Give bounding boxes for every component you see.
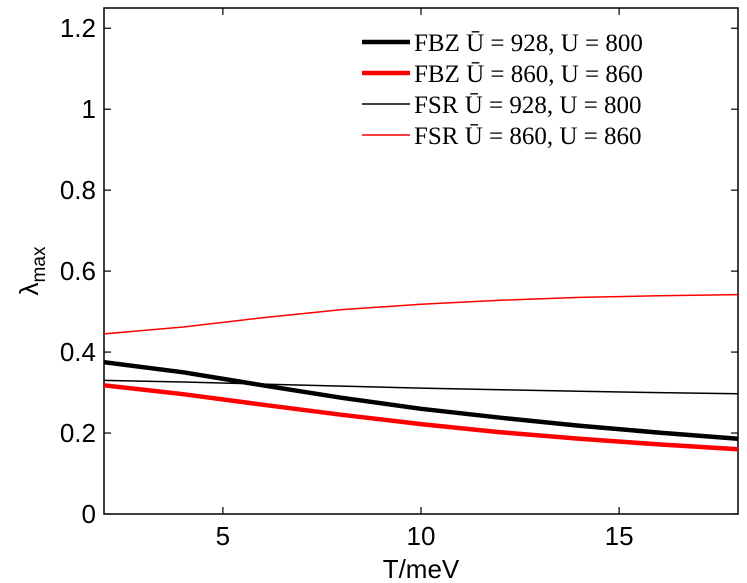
legend-label-3: FSR Ū = 928, U = 800 [414,92,642,119]
x-tick-label: 15 [605,521,634,551]
y-tick-label: 0.4 [60,337,96,367]
legend-label-1: FBZ Ū = 928, U = 800 [414,30,643,57]
series-layer [103,293,739,452]
legend: FBZ Ū = 928, U = 800 FBZ Ū = 860, U = 860… [362,30,643,150]
series-line-2 [103,383,739,452]
x-tick-labels: 5 10 15 [216,521,634,551]
series-line-3 [103,379,739,395]
y-tick-label: 1.2 [60,13,96,43]
y-tick-label: 0.6 [60,256,96,286]
x-tick-label: 10 [407,521,436,551]
x-tick-label: 5 [216,521,230,551]
x-axis-label: T/meV [383,554,460,583]
y-tick-label: 0 [82,499,96,529]
series-line-1 [103,359,739,441]
ticks-layer [104,8,738,515]
legend-label-4: FSR Ū = 860, U = 860 [414,123,642,150]
series-line-4 [103,293,739,335]
y-tick-label: 1 [82,94,96,124]
y-axis-label-main: λ [14,282,44,295]
y-tick-label: 0.2 [60,418,96,448]
legend-label-2: FBZ Ū = 860, U = 860 [414,61,643,88]
y-axis-label-subscript: max [29,246,50,282]
y-tick-label: 0.8 [60,175,96,205]
y-tick-labels: 0 0.2 0.4 0.6 0.8 1 1.2 [60,13,96,529]
y-axis-label: λmax [14,246,50,295]
